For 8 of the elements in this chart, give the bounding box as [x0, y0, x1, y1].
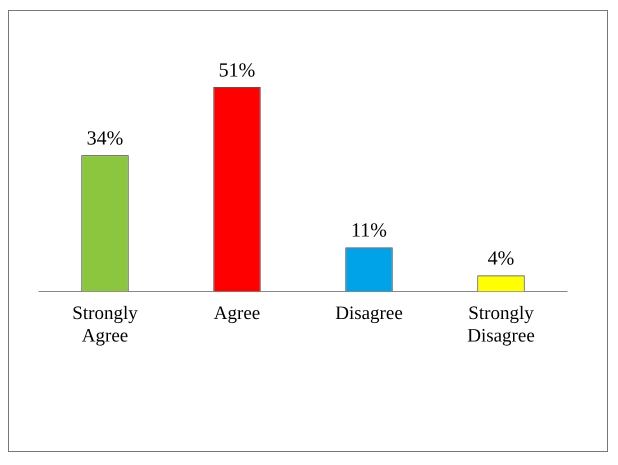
x-tick-label: Agree	[214, 302, 260, 324]
x-tick-label: Strongly Agree	[72, 302, 138, 347]
data-label: 11%	[351, 220, 387, 242]
data-label: 4%	[488, 248, 514, 270]
x-tick-label: Strongly Disagree	[467, 302, 535, 347]
data-label: 51%	[218, 59, 256, 82]
x-tick-label: Disagree	[335, 302, 403, 324]
data-label: 34%	[86, 127, 124, 150]
